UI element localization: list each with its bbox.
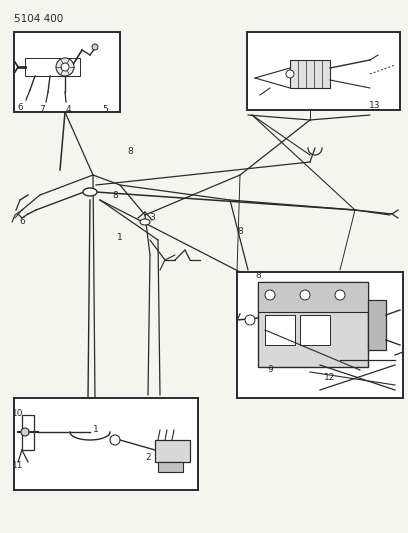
Circle shape <box>61 63 69 71</box>
Circle shape <box>265 290 275 300</box>
Text: 6: 6 <box>17 103 23 112</box>
Circle shape <box>110 435 120 445</box>
Text: 1: 1 <box>93 425 99 434</box>
Bar <box>158 462 183 472</box>
Circle shape <box>286 70 294 78</box>
Bar <box>265 315 295 345</box>
Text: 1: 1 <box>117 233 123 243</box>
Ellipse shape <box>83 188 97 196</box>
Bar <box>155 440 190 462</box>
Text: 8: 8 <box>127 148 133 157</box>
Text: 4: 4 <box>65 106 71 115</box>
Circle shape <box>245 315 255 325</box>
Text: 3: 3 <box>149 214 155 222</box>
Text: 6: 6 <box>19 217 25 227</box>
Bar <box>258 282 368 367</box>
Circle shape <box>335 290 345 300</box>
Circle shape <box>21 428 29 436</box>
Text: 13: 13 <box>369 101 381 109</box>
Text: 8: 8 <box>237 228 243 237</box>
Text: 10: 10 <box>12 409 24 418</box>
Text: 7: 7 <box>39 106 45 115</box>
Bar <box>300 315 330 345</box>
Text: 2: 2 <box>145 454 151 463</box>
Text: 5104 400: 5104 400 <box>14 14 63 24</box>
Bar <box>22 415 34 450</box>
Circle shape <box>56 58 74 76</box>
Text: 9: 9 <box>267 366 273 375</box>
Circle shape <box>92 44 98 50</box>
Bar <box>258 282 368 312</box>
Bar <box>247 32 400 110</box>
Text: 8: 8 <box>255 271 261 279</box>
Ellipse shape <box>140 219 150 225</box>
Bar <box>368 300 386 350</box>
Bar <box>14 398 198 490</box>
Text: 8: 8 <box>112 191 118 200</box>
Text: 11: 11 <box>12 461 24 470</box>
Text: 12: 12 <box>324 374 336 383</box>
Bar <box>14 32 120 112</box>
Bar <box>237 272 403 398</box>
Circle shape <box>300 290 310 300</box>
Bar <box>290 60 330 88</box>
Bar <box>25 58 80 76</box>
Text: 5: 5 <box>102 106 108 115</box>
